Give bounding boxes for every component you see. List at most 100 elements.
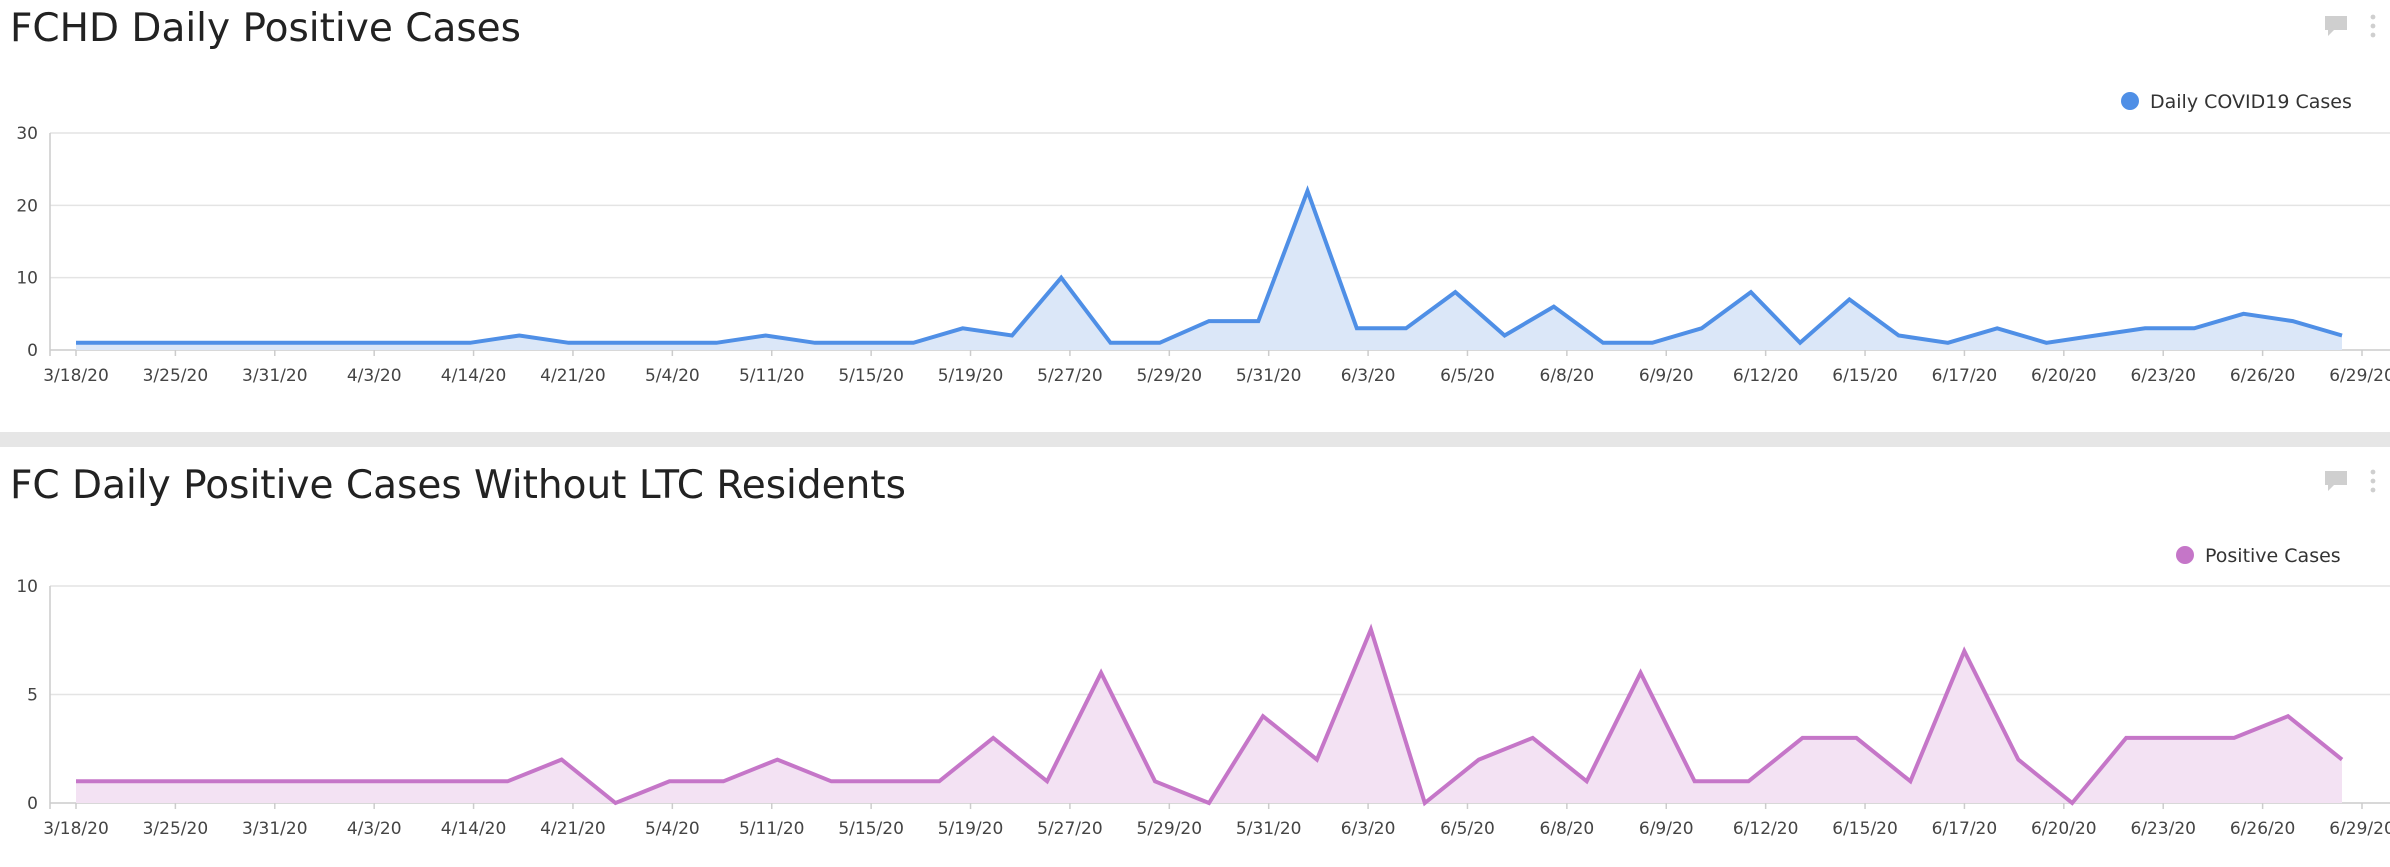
data-point[interactable]: [879, 775, 891, 787]
data-point[interactable]: [1548, 301, 1560, 313]
comment-icon[interactable]: [2324, 470, 2348, 492]
more-options-icon[interactable]: [2370, 469, 2376, 493]
data-point[interactable]: [1794, 337, 1806, 349]
legend-marker[interactable]: [2121, 92, 2139, 110]
data-point[interactable]: [1893, 330, 1905, 342]
data-point[interactable]: [1257, 710, 1269, 722]
data-point[interactable]: [563, 337, 575, 349]
data-point[interactable]: [2228, 732, 2240, 744]
data-point[interactable]: [809, 337, 821, 349]
data-point[interactable]: [178, 775, 190, 787]
data-point[interactable]: [933, 775, 945, 787]
data-point[interactable]: [1006, 330, 1018, 342]
data-point[interactable]: [2090, 330, 2102, 342]
data-point[interactable]: [710, 337, 722, 349]
series-line[interactable]: [76, 185, 2343, 346]
data-point[interactable]: [2336, 330, 2348, 342]
data-point[interactable]: [2120, 732, 2132, 744]
data-point[interactable]: [1581, 775, 1593, 787]
data-point[interactable]: [124, 775, 136, 787]
data-point[interactable]: [661, 337, 673, 349]
data-point[interactable]: [169, 337, 181, 349]
data-point[interactable]: [1942, 337, 1954, 349]
data-point[interactable]: [366, 337, 378, 349]
data-point[interactable]: [1252, 315, 1264, 327]
data-point[interactable]: [1104, 337, 1116, 349]
data-point[interactable]: [340, 775, 352, 787]
data-point[interactable]: [2336, 754, 2348, 766]
data-point[interactable]: [1351, 322, 1363, 334]
data-point[interactable]: [267, 337, 279, 349]
data-point[interactable]: [502, 775, 514, 787]
data-point[interactable]: [760, 330, 772, 342]
data-point[interactable]: [232, 775, 244, 787]
data-point[interactable]: [394, 775, 406, 787]
data-point[interactable]: [448, 775, 460, 787]
data-point[interactable]: [2174, 732, 2186, 744]
data-point[interactable]: [1745, 286, 1757, 298]
data-point[interactable]: [957, 322, 969, 334]
data-point[interactable]: [2282, 710, 2294, 722]
data-point[interactable]: [825, 775, 837, 787]
data-point[interactable]: [2040, 337, 2052, 349]
comment-icon[interactable]: [2324, 15, 2348, 37]
more-options-icon[interactable]: [2370, 14, 2376, 38]
data-point[interactable]: [1149, 775, 1161, 787]
data-point[interactable]: [1991, 322, 2003, 334]
data-point[interactable]: [2287, 315, 2299, 327]
data-point[interactable]: [513, 330, 525, 342]
data-point[interactable]: [2012, 754, 2024, 766]
data-point[interactable]: [415, 337, 427, 349]
data-point[interactable]: [858, 337, 870, 349]
data-point[interactable]: [1473, 754, 1485, 766]
data-point[interactable]: [316, 337, 328, 349]
data-point[interactable]: [907, 337, 919, 349]
legend-marker[interactable]: [2176, 546, 2194, 564]
data-point[interactable]: [70, 337, 82, 349]
data-point[interactable]: [1696, 322, 1708, 334]
data-point[interactable]: [1597, 337, 1609, 349]
data-point[interactable]: [1527, 732, 1539, 744]
data-point[interactable]: [2237, 308, 2249, 320]
data-point[interactable]: [610, 797, 622, 809]
data-point[interactable]: [1958, 645, 1970, 657]
data-point[interactable]: [1689, 775, 1701, 787]
data-point[interactable]: [70, 775, 82, 787]
data-point[interactable]: [1843, 293, 1855, 305]
data-point[interactable]: [2139, 322, 2151, 334]
data-point[interactable]: [1055, 272, 1067, 284]
data-point[interactable]: [1365, 623, 1377, 635]
data-point[interactable]: [1095, 667, 1107, 679]
data-point[interactable]: [2066, 797, 2078, 809]
data-point[interactable]: [1400, 322, 1412, 334]
legend-label[interactable]: Positive Cases: [2205, 545, 2341, 567]
data-point[interactable]: [1449, 286, 1461, 298]
data-point[interactable]: [612, 337, 624, 349]
data-point[interactable]: [1796, 732, 1808, 744]
data-point[interactable]: [717, 775, 729, 787]
data-point[interactable]: [663, 775, 675, 787]
data-point[interactable]: [1646, 337, 1658, 349]
data-point[interactable]: [1154, 337, 1166, 349]
data-point[interactable]: [2188, 322, 2200, 334]
data-point[interactable]: [464, 337, 476, 349]
data-point[interactable]: [987, 732, 999, 744]
data-point[interactable]: [1041, 775, 1053, 787]
data-point[interactable]: [1904, 775, 1916, 787]
data-point[interactable]: [286, 775, 298, 787]
data-point[interactable]: [771, 754, 783, 766]
data-point[interactable]: [1203, 797, 1215, 809]
data-point[interactable]: [1635, 667, 1647, 679]
data-point[interactable]: [218, 337, 230, 349]
data-point[interactable]: [1311, 754, 1323, 766]
data-point[interactable]: [1743, 775, 1755, 787]
legend-label[interactable]: Daily COVID19 Cases: [2150, 91, 2352, 113]
data-point[interactable]: [1850, 732, 1862, 744]
data-point[interactable]: [1419, 797, 1431, 809]
data-point[interactable]: [556, 754, 568, 766]
data-point[interactable]: [1499, 330, 1511, 342]
series-line[interactable]: [76, 623, 2344, 807]
data-point[interactable]: [1302, 185, 1314, 197]
data-point[interactable]: [119, 337, 131, 349]
data-point[interactable]: [1203, 315, 1215, 327]
